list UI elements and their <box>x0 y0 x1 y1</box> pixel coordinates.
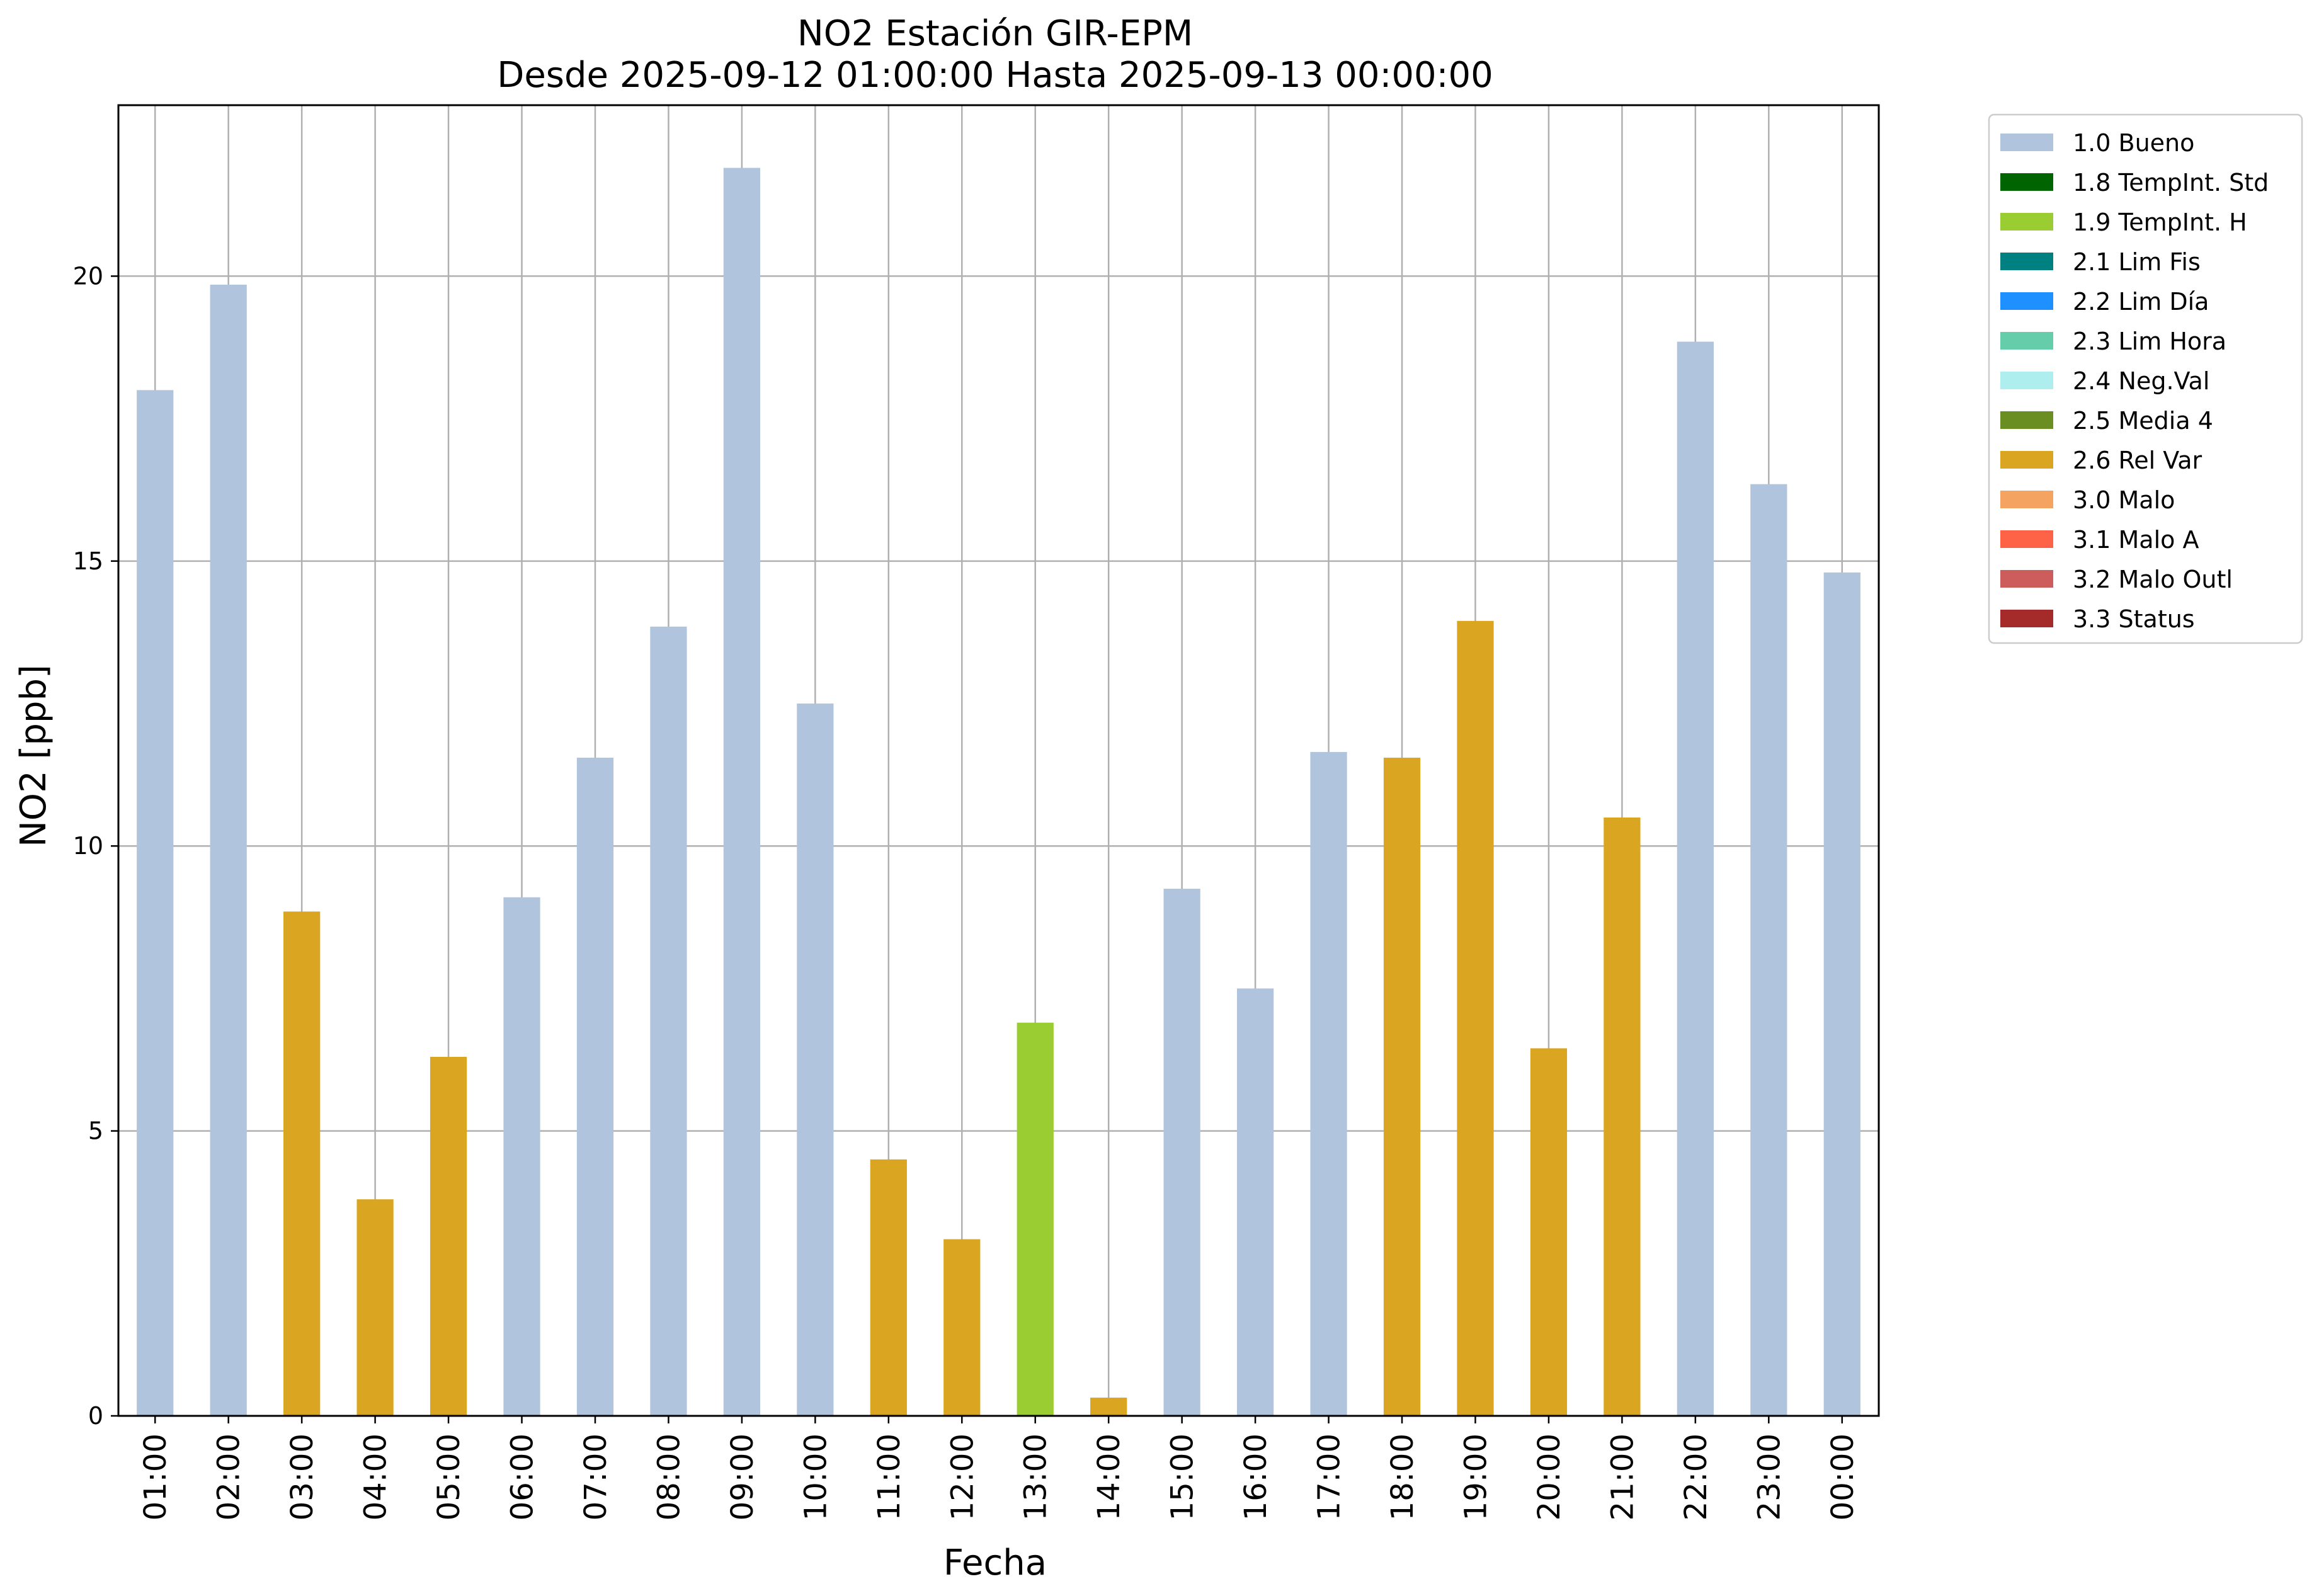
x-tick-label: 10:00 <box>798 1434 833 1520</box>
legend-swatch <box>2000 530 2053 548</box>
x-tick-label: 09:00 <box>725 1434 760 1520</box>
bar <box>356 1199 394 1416</box>
plot-area <box>118 105 1879 1416</box>
x-tick-label: 01:00 <box>138 1434 173 1520</box>
bar <box>1677 341 1714 1416</box>
legend-label: 3.3 Status <box>2073 605 2195 633</box>
legend-swatch <box>2000 332 2053 350</box>
x-tick-label: 13:00 <box>1018 1434 1054 1520</box>
bar <box>943 1239 981 1416</box>
legend-swatch <box>2000 372 2053 389</box>
y-tick-label: 10 <box>73 832 103 860</box>
x-tick-label: 16:00 <box>1238 1434 1273 1520</box>
bar <box>870 1159 907 1416</box>
bar <box>503 897 540 1416</box>
legend-swatch <box>2000 292 2053 310</box>
x-ticks: 01:00 02:00 03:00 04:00 05:00 06:00 07:00 08:00… <box>138 1416 1860 1520</box>
legend: 1.0 Bueno 1.8 TempInt. Std 1.9 TempInt. H 2… <box>1988 113 2303 644</box>
legend-label: 1.9 TempInt. H <box>2073 208 2247 236</box>
y-tick-label: 20 <box>73 262 103 290</box>
legend-swatch <box>2000 134 2053 151</box>
bar <box>283 911 321 1416</box>
legend-label: 2.4 Neg.Val <box>2073 367 2209 395</box>
bar <box>210 285 247 1416</box>
bar <box>576 757 614 1416</box>
legend-swatch <box>2000 173 2053 191</box>
y-tick-label: 15 <box>73 547 103 575</box>
legend-label: 1.8 TempInt. Std <box>2073 169 2269 197</box>
x-tick-label: 23:00 <box>1752 1434 1787 1520</box>
bar <box>430 1056 467 1416</box>
legend-swatch <box>2000 610 2053 627</box>
legend-swatch <box>2000 570 2053 588</box>
x-tick-label: 04:00 <box>358 1434 394 1520</box>
x-tick-label: 12:00 <box>945 1434 980 1520</box>
x-axis-label: Fecha <box>943 1542 1047 1583</box>
legend-swatch <box>2000 451 2053 469</box>
legend-label: 1.0 Bueno <box>2073 129 2194 157</box>
legend-label: 3.1 Malo A <box>2073 526 2199 554</box>
chart-subtitle: Desde 2025-09-12 01:00:00 Hasta 2025-09-… <box>497 55 1493 96</box>
plot-frame <box>117 104 1880 1417</box>
bar <box>1236 988 1274 1416</box>
plot-background <box>118 105 1879 1416</box>
y-axis-label: NO2 [ppb] <box>13 664 54 847</box>
x-tick-label: 02:00 <box>212 1434 247 1520</box>
x-tick-label: 06:00 <box>505 1434 540 1520</box>
bar <box>723 168 761 1416</box>
x-tick-label: 21:00 <box>1605 1434 1640 1520</box>
legend-label: 2.1 Lim Fis <box>2073 248 2201 276</box>
x-tick-label: 08:00 <box>651 1434 687 1520</box>
x-tick-label: 15:00 <box>1165 1434 1200 1520</box>
bar <box>797 704 834 1416</box>
y-tick-label: 0 <box>88 1402 103 1430</box>
bars <box>137 168 1860 1416</box>
legend-label: 2.6 Rel Var <box>2073 447 2202 474</box>
legend-label: 2.3 Lim Hora <box>2073 328 2226 355</box>
bar <box>1017 1022 1054 1416</box>
bar <box>137 390 174 1416</box>
legend-box <box>1988 113 2303 644</box>
legend-swatch <box>2000 213 2053 231</box>
bar <box>1604 817 1641 1416</box>
legend-swatch <box>2000 253 2053 270</box>
chart-title: NO2 Estación GIR-EPM <box>797 13 1193 54</box>
bar <box>1383 757 1421 1416</box>
x-tick-label: 14:00 <box>1091 1434 1127 1520</box>
x-tick-label: 11:00 <box>872 1434 907 1520</box>
x-tick-label: 03:00 <box>285 1434 320 1520</box>
bar <box>1090 1398 1127 1416</box>
legend-swatch <box>2000 491 2053 508</box>
legend-label: 3.0 Malo <box>2073 486 2175 514</box>
bar <box>1310 751 1347 1416</box>
x-tick-label: 19:00 <box>1458 1434 1493 1520</box>
bar <box>1530 1048 1568 1416</box>
x-tick-label: 05:00 <box>431 1434 467 1520</box>
x-tick-label: 00:00 <box>1825 1434 1860 1520</box>
x-tick-label: 17:00 <box>1312 1434 1347 1520</box>
legend-swatch <box>2000 411 2053 429</box>
bar <box>650 626 687 1416</box>
y-tick-label: 5 <box>88 1117 103 1145</box>
bar <box>1823 572 1860 1416</box>
x-tick-label: 20:00 <box>1532 1434 1567 1520</box>
legend-label: 2.2 Lim Día <box>2073 288 2209 316</box>
x-tick-label: 22:00 <box>1678 1434 1714 1520</box>
x-tick-label: 07:00 <box>578 1434 613 1520</box>
bar <box>1457 620 1494 1416</box>
axes <box>117 104 1880 1417</box>
legend-label: 2.5 Media 4 <box>2073 407 2213 435</box>
y-ticks: 0 5 10 15 20 <box>73 262 118 1430</box>
x-tick-label: 18:00 <box>1385 1434 1420 1520</box>
legend-label: 3.2 Malo Outl <box>2073 566 2233 593</box>
bar <box>1163 889 1200 1416</box>
bar <box>1750 484 1787 1416</box>
